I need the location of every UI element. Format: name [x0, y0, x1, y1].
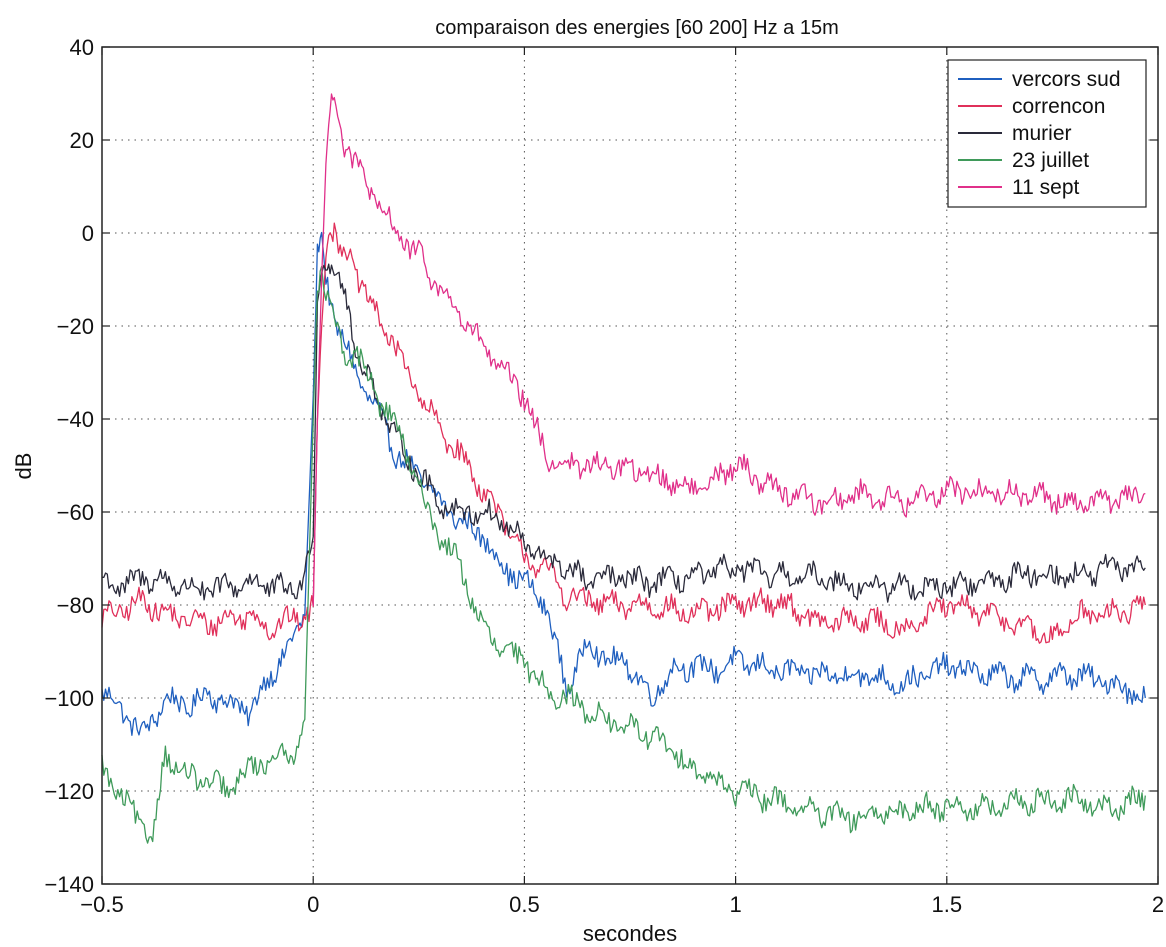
- x-tick-label: 2: [1152, 892, 1164, 917]
- series-line-11-sept: [312, 93, 1146, 607]
- x-axis-ticks: −0.5 0 0.5 1 1.5 2: [80, 47, 1164, 917]
- x-tick-label: 1.5: [932, 892, 963, 917]
- y-tick-label: −140: [44, 872, 94, 897]
- series-line-murier: [101, 263, 1146, 603]
- legend-label: vercors sud: [1012, 68, 1121, 91]
- legend-label: 11 sept: [1012, 176, 1079, 199]
- x-axis-label: secondes: [583, 921, 677, 946]
- y-tick-label: −120: [44, 779, 94, 804]
- y-tick-label: 40: [70, 35, 94, 60]
- plot-frame: [101, 46, 1159, 885]
- chart-title: comparaison des energies [60 200] Hz a 1…: [435, 17, 839, 39]
- y-tick-label: −40: [57, 407, 94, 432]
- y-tick-label: 0: [82, 221, 94, 246]
- y-axis-label: dB: [11, 453, 36, 480]
- grid-lines: [102, 47, 1158, 884]
- y-axis-ticks: −140 −120 −100 −80 −60 −40 −20 0 20 40: [44, 35, 1158, 897]
- x-tick-label: 0: [307, 892, 319, 917]
- y-tick-label: −80: [57, 593, 94, 618]
- series-line-correncon: [101, 222, 1146, 644]
- y-tick-label: −60: [57, 500, 94, 525]
- series-line-vercors-sud: [101, 231, 1146, 736]
- y-tick-label: −100: [44, 686, 94, 711]
- y-tick-label: −20: [57, 314, 94, 339]
- x-tick-label: −0.5: [80, 892, 123, 917]
- legend-label: correncon: [1012, 95, 1105, 118]
- series-line-23-juillet: [101, 265, 1146, 844]
- y-tick-label: 20: [70, 128, 94, 153]
- legend: vercors sud correncon murier 23 juillet 11 s…: [947, 59, 1147, 208]
- series-layer: [101, 93, 1146, 844]
- legend-label: 23 juillet: [1012, 149, 1089, 172]
- legend-label: murier: [1012, 122, 1072, 145]
- x-tick-label: 0.5: [509, 892, 540, 917]
- x-tick-label: 1: [729, 892, 741, 917]
